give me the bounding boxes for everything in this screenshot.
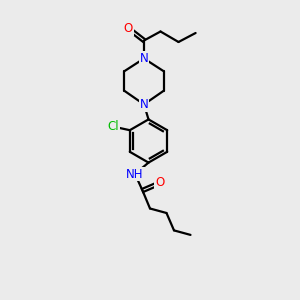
Text: N: N [140,52,148,65]
Text: O: O [155,176,164,190]
Text: Cl: Cl [107,120,119,133]
Text: O: O [124,22,133,35]
Text: N: N [140,98,148,111]
Text: NH: NH [126,167,144,181]
